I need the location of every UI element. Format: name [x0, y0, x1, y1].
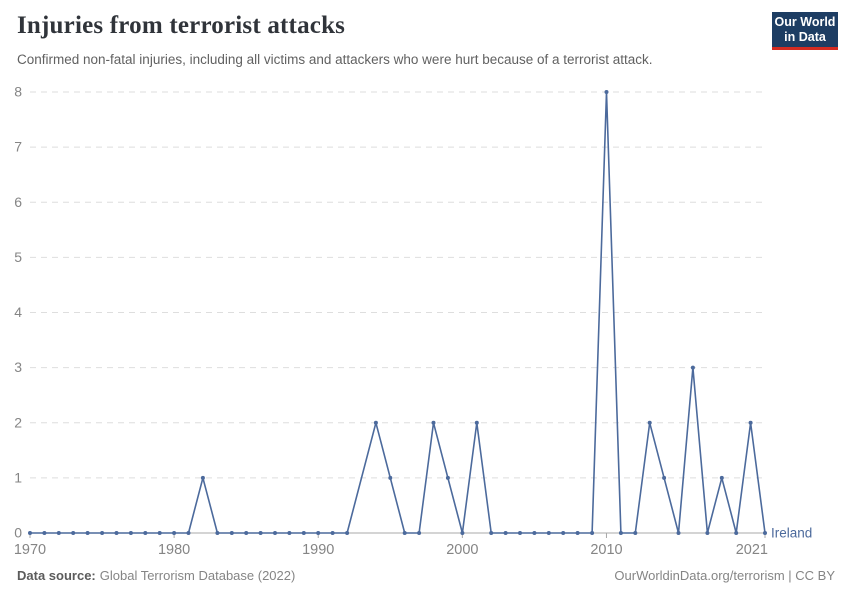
data-point	[345, 531, 350, 535]
data-point	[575, 531, 580, 535]
data-point	[186, 531, 191, 535]
data-point	[42, 531, 47, 535]
data-point	[114, 531, 119, 535]
data-point	[618, 531, 623, 535]
y-axis-tick-label: 3	[14, 359, 22, 375]
data-point	[143, 531, 148, 535]
y-axis-tick-label: 4	[14, 304, 22, 320]
owid-logo[interactable]: Our World in Data	[772, 12, 838, 50]
data-point	[128, 531, 133, 535]
data-point	[590, 531, 595, 535]
data-point	[28, 531, 32, 535]
data-point	[748, 420, 753, 425]
y-axis-tick-label: 7	[14, 139, 22, 155]
data-point	[330, 531, 335, 535]
data-point	[200, 475, 205, 480]
data-point	[215, 531, 220, 535]
data-point	[474, 420, 479, 425]
data-point	[287, 531, 292, 535]
data-point	[417, 531, 422, 535]
data-point	[229, 531, 234, 535]
chart-footer: Data source: Global Terrorism Database (2…	[17, 568, 835, 583]
data-point	[604, 90, 609, 94]
y-axis-tick-label: 8	[14, 84, 22, 100]
data-point	[503, 531, 508, 535]
credit-link[interactable]: OurWorldinData.org/terrorism | CC BY	[614, 568, 835, 583]
owid-logo-line1: Our World	[774, 15, 836, 29]
data-point	[719, 475, 724, 480]
data-point	[633, 531, 638, 535]
data-point	[402, 531, 407, 535]
data-point	[734, 531, 739, 535]
data-point	[431, 420, 436, 425]
data-source-label: Data source:	[17, 568, 96, 583]
x-axis-tick-label: 2000	[446, 542, 478, 558]
data-point	[662, 475, 667, 480]
series-label-ireland[interactable]: Ireland	[771, 526, 812, 541]
data-point	[460, 531, 465, 535]
data-point	[705, 531, 710, 535]
x-axis-tick-label: 1980	[158, 542, 190, 558]
data-point	[258, 531, 263, 535]
data-point	[489, 531, 494, 535]
data-point	[690, 365, 695, 370]
x-axis-tick-label: 2021	[736, 542, 768, 558]
data-point	[518, 531, 522, 535]
y-axis-tick-label: 1	[14, 469, 22, 485]
data-point	[273, 531, 277, 535]
data-point	[172, 531, 177, 535]
x-axis-tick-label: 2010	[590, 542, 622, 558]
data-point	[157, 531, 162, 535]
data-point	[647, 420, 652, 425]
data-point	[244, 531, 249, 535]
data-point	[316, 531, 321, 535]
data-source: Data source: Global Terrorism Database (2…	[17, 568, 295, 583]
data-source-value: Global Terrorism Database (2022)	[99, 568, 296, 583]
owid-logo-line2: in Data	[784, 30, 826, 44]
page-title: Injuries from terrorist attacks	[17, 12, 346, 39]
data-point	[373, 420, 378, 425]
data-point	[56, 531, 61, 535]
data-point	[532, 531, 537, 535]
data-point	[71, 531, 76, 535]
data-point	[561, 531, 566, 535]
data-point	[85, 531, 90, 535]
x-axis-tick-label: 1990	[302, 542, 334, 558]
data-point	[301, 531, 306, 535]
data-point	[763, 531, 767, 535]
chart-subtitle: Confirmed non-fatal injuries, including …	[17, 52, 653, 67]
y-axis-tick-label: 6	[14, 194, 22, 210]
y-axis-tick-label: 0	[14, 525, 22, 541]
y-axis-tick-label: 2	[14, 414, 22, 430]
y-axis-tick-label: 5	[14, 249, 22, 265]
data-point	[445, 475, 450, 480]
data-point	[676, 531, 681, 535]
x-axis-tick-label: 1970	[14, 542, 46, 558]
data-point	[100, 531, 105, 535]
data-point	[546, 531, 551, 535]
data-point	[388, 475, 393, 480]
